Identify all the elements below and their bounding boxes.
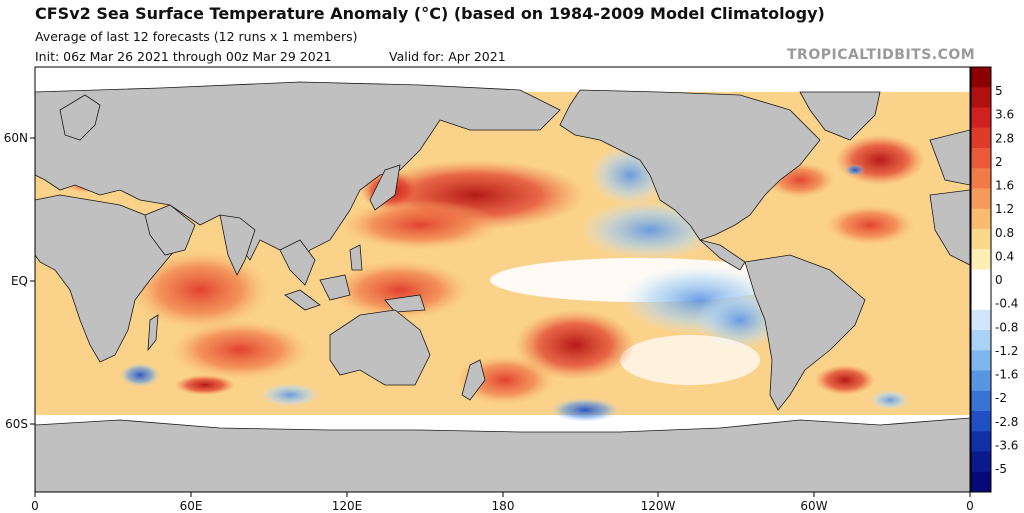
- colorbar-swatch: [971, 431, 991, 453]
- map-subtitle: Average of last 12 forecasts (12 runs x …: [35, 29, 358, 44]
- colorbar-swatch: [971, 471, 991, 493]
- lat-tick-label: 60N: [4, 131, 28, 145]
- colorbar-swatch: [971, 228, 991, 250]
- land-newguinea: [384, 294, 426, 313]
- colorbar-swatch: [971, 370, 991, 392]
- colorbar-swatch: [971, 107, 991, 129]
- colorbar-label: -2.8: [995, 415, 1018, 429]
- colorbar-swatch: [971, 67, 991, 88]
- land-borneo: [319, 274, 351, 301]
- colorbar-label: -3.6: [995, 438, 1018, 452]
- colorbar-swatch: [971, 390, 991, 412]
- colorbar-swatch: [971, 168, 991, 189]
- colorbar-swatch: [971, 208, 991, 230]
- land-indochina: [279, 239, 316, 286]
- land-sumatra: [284, 289, 321, 311]
- longitude-axis: 0 60E 120E 180 120W 60W 0: [31, 492, 974, 513]
- colorbar-label: -0.4: [995, 297, 1018, 311]
- colorbar-label: 5: [995, 84, 1003, 98]
- colorbar-swatch: [971, 309, 991, 331]
- colorbar-swatch: [971, 289, 991, 311]
- colorbar-swatch: [971, 249, 991, 270]
- colorbar-label: -0.8: [995, 320, 1018, 334]
- colorbar-label: 0: [995, 273, 1003, 287]
- colorbar-label: -1.6: [995, 368, 1018, 382]
- land-scandinavia: [59, 94, 101, 141]
- land-central-america: [699, 239, 746, 271]
- lon-tick-label: 60E: [180, 499, 203, 513]
- colorbar-swatch: [971, 188, 991, 210]
- colorbar-swatch: [971, 411, 991, 432]
- colorbar-label: 2.8: [995, 131, 1014, 145]
- colorbar-label: -1.2: [995, 344, 1018, 358]
- latitude-axis: 60N EQ 60S: [4, 131, 35, 431]
- colorbar-frame: [970, 66, 992, 493]
- lon-tick-label: 0: [966, 499, 974, 513]
- colorbar-label: -2: [995, 391, 1007, 405]
- valid-time: Valid for: Apr 2021: [389, 49, 506, 64]
- land-newzealand: [461, 359, 486, 401]
- lon-tick-label: 180: [492, 499, 515, 513]
- land-philippines: [349, 244, 363, 271]
- colorbar-swatch: [971, 87, 991, 108]
- colorbar-label: 1.6: [995, 179, 1014, 193]
- land-greenland: [799, 91, 881, 141]
- lon-tick-label: 120W: [641, 499, 676, 513]
- colorbar-swatch: [971, 147, 991, 169]
- colorbar-swatch: [971, 330, 991, 351]
- colorbar-swatch: [971, 451, 991, 473]
- land-australia: [329, 309, 431, 386]
- lat-tick-label: 60S: [5, 417, 28, 431]
- colorbar-label: 3.6: [995, 108, 1014, 122]
- land-masses: [35, 81, 970, 492]
- land-europe-east-wrap: [929, 129, 970, 186]
- land-arabia: [144, 204, 196, 256]
- land-madagascar: [147, 314, 159, 352]
- lon-tick-label: 0: [31, 499, 39, 513]
- land-africa-east-wrap: [929, 189, 970, 266]
- land-africa: [35, 194, 176, 363]
- brand-watermark: TROPICALTIDBITS.COM: [787, 47, 976, 63]
- land-antarctica: [35, 417, 970, 492]
- colorbar-swatch: [971, 269, 991, 291]
- lat-tick-label: EQ: [11, 274, 28, 288]
- colorbar-label: 2: [995, 155, 1003, 169]
- land-japan: [369, 164, 401, 211]
- colorbar-label: 1.2: [995, 202, 1014, 216]
- colorbar-swatch: [971, 350, 991, 372]
- land-india: [219, 214, 256, 276]
- colorbar-label: 0.8: [995, 226, 1014, 240]
- colorbar-label: -5: [995, 462, 1007, 476]
- lon-tick-label: 60W: [800, 499, 827, 513]
- colorbar-label: 0.4: [995, 249, 1014, 263]
- colorbar: 5 3.6 2.8 2 1.6 1.2 0.8 0.4 0 -0.4 -0.8 -1.2 -1.6 -2 -…: [970, 66, 1018, 493]
- init-time: Init: 06z Mar 26 2021 through 00z Mar 29…: [35, 49, 332, 64]
- lon-tick-label: 120E: [332, 499, 363, 513]
- map-title: CFSv2 Sea Surface Temperature Anomaly (°…: [35, 4, 825, 23]
- land-south-america: [744, 254, 866, 411]
- colorbar-swatch: [971, 127, 991, 149]
